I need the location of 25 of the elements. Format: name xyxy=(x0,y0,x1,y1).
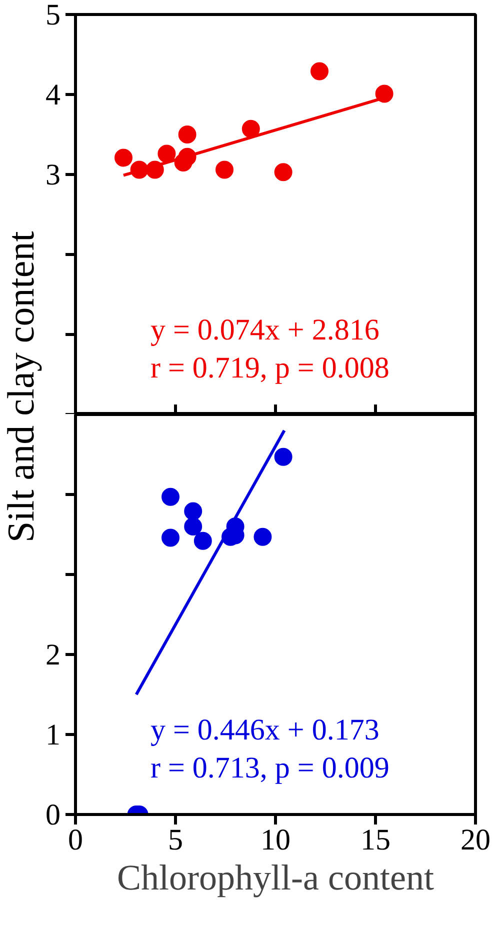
x-tick-label: 15 xyxy=(360,824,390,856)
x-tick-label: 0 xyxy=(68,824,83,856)
annotation: r = 0.719, p = 0.008 xyxy=(150,352,390,384)
x-axis-title: Chlorophyll-a content xyxy=(117,858,434,898)
x-tick-label: 20 xyxy=(460,824,490,856)
y-tick-label: 0 xyxy=(46,798,60,832)
point xyxy=(274,163,292,182)
y-tick-label: 1 xyxy=(46,718,60,752)
point xyxy=(114,148,132,167)
point xyxy=(375,84,394,103)
y-tick-label: 2 xyxy=(46,638,60,672)
annotation: y = 0.074x + 2.816 xyxy=(150,314,380,346)
y-tick-label: 4 xyxy=(46,78,60,112)
y-tick-label: 3 xyxy=(46,158,60,192)
x-tick-label: 10 xyxy=(260,824,290,856)
annotation: r = 0.713, p = 0.009 xyxy=(150,752,390,784)
x-tick-label: 5 xyxy=(168,824,183,856)
point xyxy=(158,144,176,163)
y-axis-title: Silt and clay content xyxy=(0,230,42,543)
point xyxy=(216,160,234,179)
point xyxy=(178,126,196,144)
point xyxy=(310,62,328,80)
y-tick-label: 5 xyxy=(46,0,60,32)
point xyxy=(242,120,260,138)
annotation: y = 0.446x + 0.173 xyxy=(150,714,380,746)
